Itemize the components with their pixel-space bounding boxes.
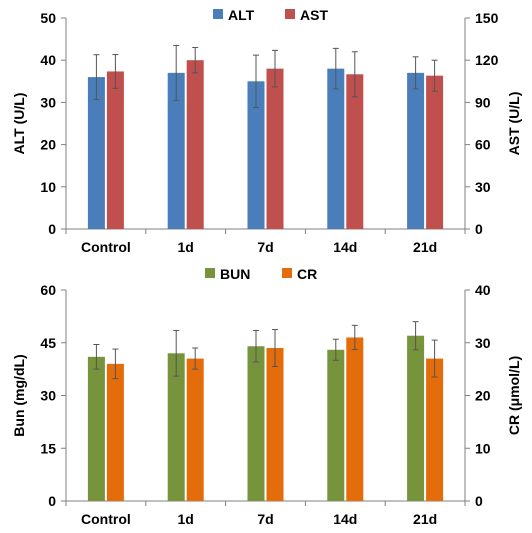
- bar-alt: [247, 81, 265, 229]
- bar-alt: [407, 72, 425, 229]
- category-label: 7d: [257, 511, 273, 527]
- y-tick-label-right: 90: [475, 94, 491, 110]
- y-tick-label-right: 40: [475, 282, 491, 298]
- bar-bun: [247, 346, 265, 501]
- y-tick-label-right: 30: [475, 179, 491, 195]
- bar-alt: [87, 77, 105, 229]
- y-tick-label-left: 20: [40, 137, 56, 153]
- y-tick-label-right: 0: [475, 221, 483, 237]
- category-label: Control: [81, 511, 131, 527]
- chart-2: [61, 268, 470, 506]
- legend-swatch-ast: [285, 9, 295, 19]
- bar-bun: [327, 349, 345, 501]
- category-label: Control: [81, 239, 131, 255]
- y-axis-title-left: Bun (mg/dL): [11, 354, 27, 436]
- legend-swatch-bun: [205, 268, 215, 278]
- bar-ast: [106, 71, 124, 229]
- legend-swatch-alt: [213, 9, 223, 19]
- y-tick-label-right: 150: [475, 10, 499, 26]
- category-label: 21d: [413, 239, 437, 255]
- bar-alt: [327, 68, 345, 229]
- y-tick-label-right: 0: [475, 493, 483, 509]
- legend-label-alt: ALT: [228, 7, 255, 23]
- y-tick-label-left: 60: [40, 282, 56, 298]
- bar-cr: [426, 358, 444, 501]
- category-label: 21d: [413, 511, 437, 527]
- y-tick-label-left: 50: [40, 10, 56, 26]
- category-label: 1d: [178, 511, 194, 527]
- bar-ast: [426, 75, 444, 229]
- legend-swatch-cr: [282, 268, 292, 278]
- category-label: 1d: [178, 239, 194, 255]
- bar-alt: [167, 72, 185, 229]
- legend-label-cr: CR: [297, 266, 317, 282]
- bar-cr: [266, 348, 284, 501]
- category-label: 7d: [257, 239, 273, 255]
- y-tick-label-left: 30: [40, 388, 56, 404]
- y-tick-label-left: 0: [48, 493, 56, 509]
- y-tick-label-right: 10: [475, 440, 491, 456]
- bar-cr: [186, 358, 204, 501]
- bar-ast: [266, 68, 284, 229]
- y-axis-title-right: CR (μmol/L): [506, 356, 522, 435]
- bar-bun: [87, 356, 105, 501]
- y-tick-label-left: 40: [40, 52, 56, 68]
- bar-bun: [167, 353, 185, 501]
- y-tick-label-left: 15: [40, 440, 56, 456]
- y-tick-label-right: 20: [475, 388, 491, 404]
- legend-label-ast: AST: [300, 7, 328, 23]
- bar-bun: [407, 335, 425, 501]
- y-tick-label-left: 10: [40, 179, 56, 195]
- y-tick-label-left: 45: [40, 335, 56, 351]
- y-tick-label-left: 30: [40, 94, 56, 110]
- bar-cr: [106, 363, 124, 501]
- category-label: 14d: [333, 239, 357, 255]
- y-tick-label-right: 30: [475, 335, 491, 351]
- y-axis-title-right: AST (U/L): [506, 92, 522, 156]
- y-tick-label-right: 120: [475, 52, 499, 68]
- legend-label-bun: BUN: [220, 266, 250, 282]
- bar-cr: [346, 337, 364, 501]
- bar-ast: [186, 60, 204, 230]
- y-tick-label-left: 0: [48, 221, 56, 237]
- chart-1: [61, 9, 470, 234]
- y-axis-title-left: ALT (U/L): [11, 93, 27, 155]
- bar-ast: [346, 74, 364, 230]
- category-label: 14d: [333, 511, 357, 527]
- y-tick-label-right: 60: [475, 137, 491, 153]
